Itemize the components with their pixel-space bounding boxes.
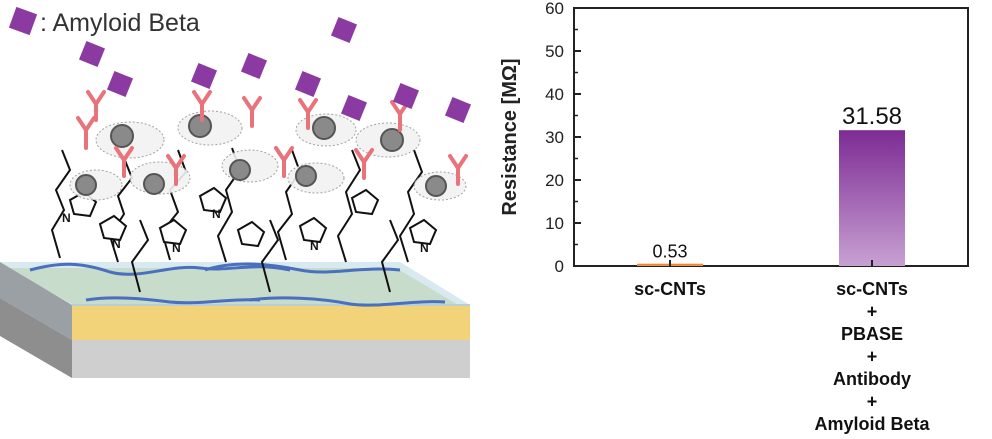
antibody-icon [298,98,318,130]
amyloid-beta-icon [78,40,106,68]
cnt-line-icon [85,296,261,305]
amyloid-beta-particles [78,16,472,124]
y-tick-label: 10 [545,214,564,233]
x-category-label: + [867,302,878,322]
antibody-icon [448,154,468,186]
triazole-ring-icon [98,214,128,242]
bar-data-label: 31.58 [842,103,902,130]
x-category-label: Amyloid Beta [814,414,930,434]
legend-label: : Amyloid Beta [40,9,200,37]
atom-label: N [62,211,71,225]
bar-data-label: 0.53 [652,242,687,262]
antibody-icon [242,96,262,128]
pyrene-ring-icon [143,173,165,195]
legend: : Amyloid Beta [8,6,200,37]
atom-label: N [310,239,319,253]
pyrene-ring-icon [110,124,134,148]
x-category-label: + [867,392,878,412]
y-tick-label: 40 [545,85,564,104]
y-tick-label: 20 [545,171,564,190]
atom-label: N [172,241,181,255]
y-tick-label: 50 [545,42,564,61]
y-tick-label: 30 [545,128,564,147]
triazole-ring-icon [198,186,228,214]
pyrene-rings [75,114,447,197]
antibody-icon [192,90,212,122]
amyloid-beta-icon [444,96,472,124]
y-tick-label: 60 [545,0,564,18]
pyrene-ring-icon [312,116,336,140]
x-category-label: sc-CNTs [836,279,908,299]
antibody-icon [86,90,106,122]
x-category-label: Antibody [833,369,911,389]
amyloid-beta-icon [190,62,218,90]
triazole-ring-icon [408,218,438,246]
amyloid-beta-icon [340,94,368,122]
x-category-label: sc-CNTs [634,279,706,299]
bar [839,130,905,266]
antibody-icon [274,146,294,178]
antibody-icon [76,116,96,150]
antibody-icon [114,146,134,178]
triazole-ring-icon [298,216,328,244]
x-category-label: PBASE [841,324,903,344]
sensor-illustration: : Amyloid Beta [0,6,472,378]
triazole-atom-labels: N N N N N N [62,207,429,255]
pyrene-ring-icon [295,165,317,187]
atom-label: N [112,237,121,251]
atom-label: N [420,241,429,255]
legend-marker-icon [8,6,38,36]
sensor-substrate-icon [0,262,470,378]
atom-label: N [212,207,221,221]
pyrene-ring-icon [229,159,251,181]
cnt-line-icon [249,296,446,307]
amyloid-beta-icon [240,52,268,80]
y-axis: 0 10 20 30 40 50 60 [545,0,581,276]
triazole-rings [68,186,438,248]
y-axis-title: Resistance [MΩ] [499,58,521,215]
x-category-label: + [867,347,878,367]
pyrene-ring-icon [425,175,447,197]
bars: 0.53 31.58 [637,103,905,266]
antibody-icon [166,154,186,186]
amyloid-beta-icon [392,82,420,110]
amyloid-beta-icon [294,70,322,98]
antibody-icon [354,148,374,180]
triazole-ring-icon [236,220,266,248]
x-category-labels: sc-CNTs sc-CNTs+PBASE+Antibody+Amyloid Be… [634,279,930,434]
pyrene-ring-icon [380,128,404,152]
amyloid-beta-icon [330,16,358,44]
y-tick-label: 0 [555,257,564,276]
cnt-line-icon [29,262,291,276]
antibodies [76,90,468,186]
triazole-ring-icon [350,188,380,216]
cnt-line-icon [204,262,401,274]
plot-frame [573,7,969,267]
cnt-lines [29,262,446,307]
amyloid-beta-icon [106,70,134,98]
triazole-ring-icon [158,218,188,246]
pyrene-ring-icon [75,174,97,196]
